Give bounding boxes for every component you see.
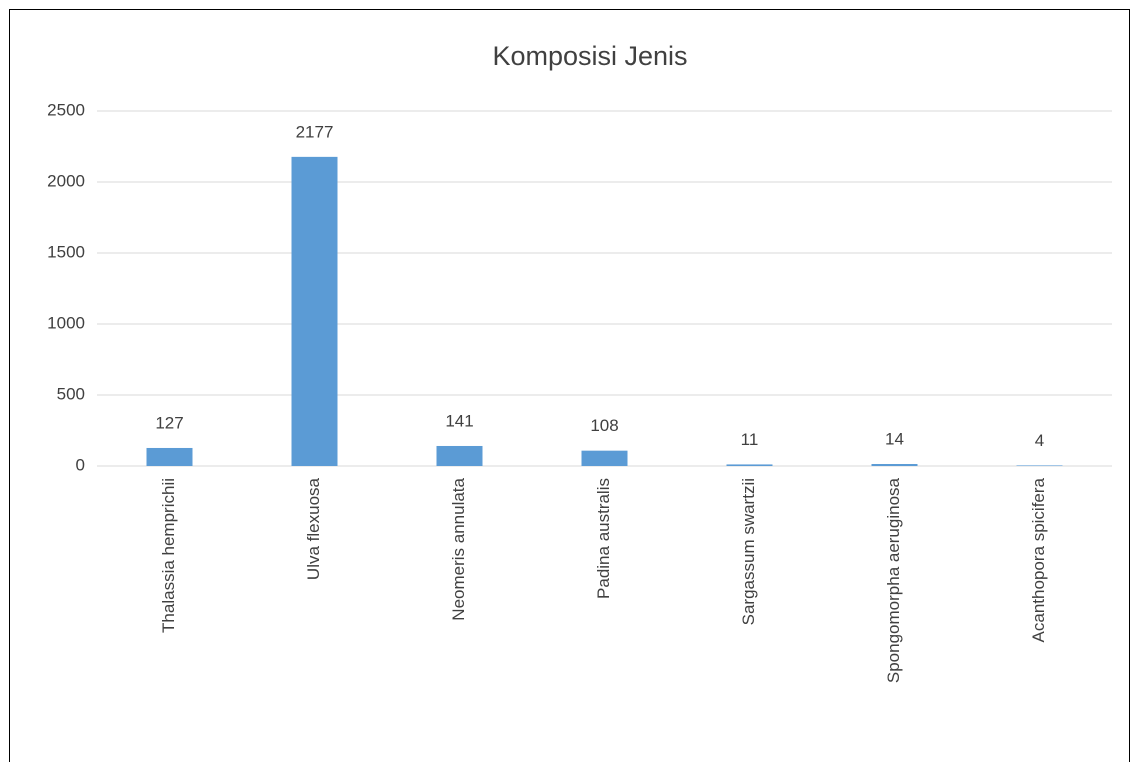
bar (291, 156, 338, 466)
x-tick-label: Neomeris annulata (449, 477, 468, 620)
y-tick-label: 1500 (47, 242, 85, 261)
data-label: 11 (741, 430, 759, 449)
x-tick-label: Sargassum swartzii (739, 478, 758, 625)
data-label: 108 (590, 416, 618, 435)
bar (146, 447, 193, 466)
chart-title: Komposisi Jenis (492, 41, 687, 71)
y-tick-label: 500 (57, 384, 85, 403)
y-tick-label: 2500 (47, 100, 85, 119)
bar (581, 450, 628, 466)
data-label: 2177 (296, 122, 334, 141)
x-tick-label: Ulva flexuosa (304, 477, 323, 580)
chart-border (9, 9, 1130, 762)
y-tick-label: 0 (76, 455, 85, 474)
bar (726, 464, 773, 466)
x-tick-label: Padina australis (594, 478, 613, 599)
y-tick-label: 1000 (47, 313, 85, 332)
bar (1016, 465, 1063, 466)
data-label: 14 (885, 429, 904, 448)
x-tick-label: Thalassia hemprichii (159, 478, 178, 633)
bar (871, 464, 918, 466)
x-tick-label: Spongomorpha aeruginosa (884, 477, 903, 683)
x-tick-label: Acanthopora spicifera (1029, 477, 1048, 642)
data-label: 141 (445, 411, 473, 430)
y-tick-label: 2000 (47, 171, 85, 190)
data-label: 127 (155, 413, 183, 432)
data-label: 4 (1035, 431, 1044, 450)
bar (436, 445, 483, 466)
